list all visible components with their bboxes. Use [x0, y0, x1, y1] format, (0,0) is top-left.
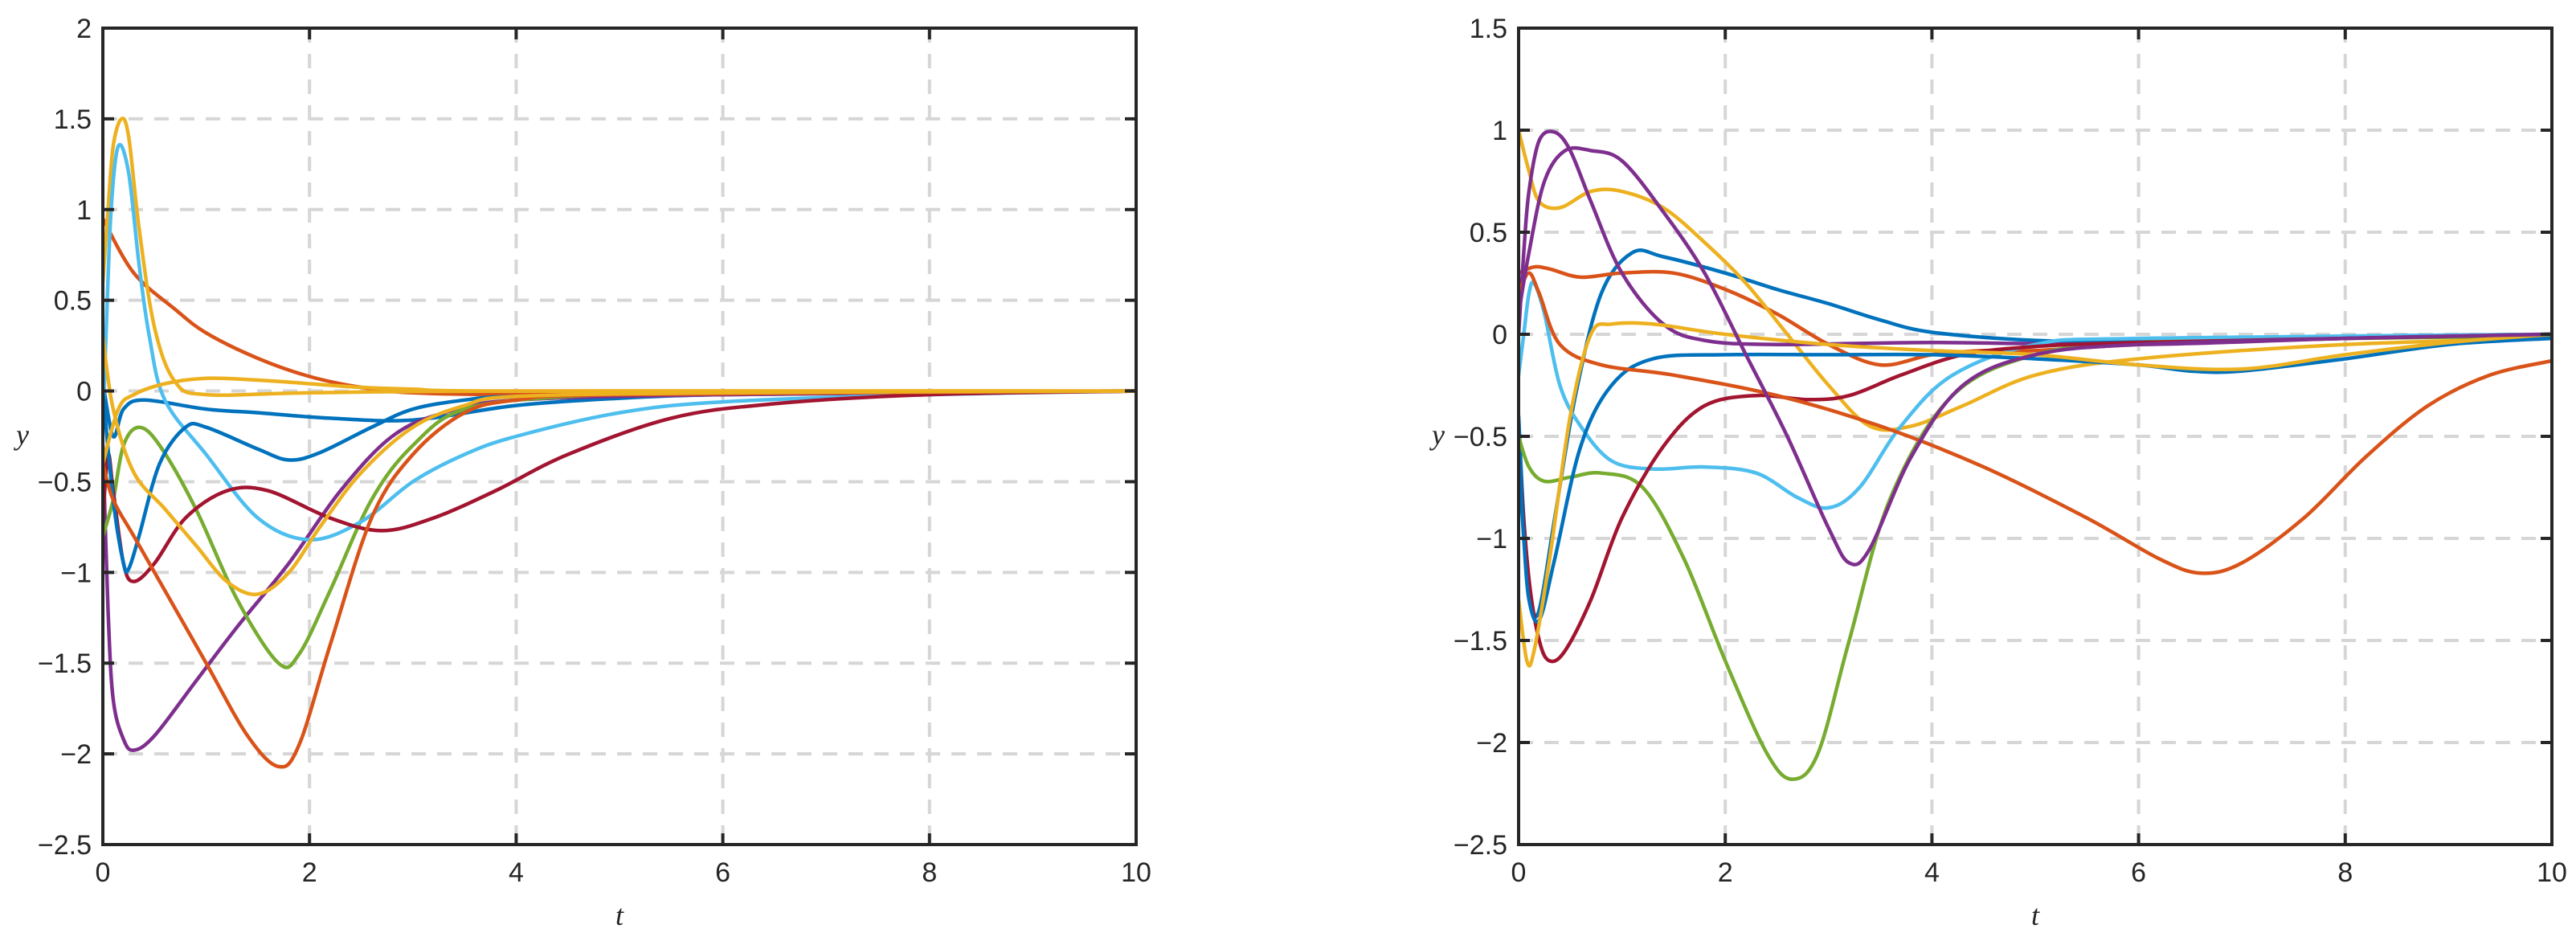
axes-frame [101, 27, 1138, 846]
y-tick-label: −2.5 [38, 830, 92, 861]
y-tick-label: 0 [1492, 320, 1507, 350]
y-tick-label: 1 [76, 195, 92, 226]
y-tick-label: 0.5 [1470, 218, 1507, 248]
series-line-9 [1519, 271, 2552, 575]
y-tick-label: 1 [1492, 116, 1507, 146]
series-line-10 [103, 334, 1136, 596]
x-tick-label: 0 [1511, 857, 1527, 888]
x-tick-label: 6 [715, 857, 730, 888]
left-plot: 0 2 4 6 8 10 −2.5 −2 −1.5 −1 −0.5 0 0.5 1 1.5 2 t y [14, 14, 1151, 931]
series-line-6 [103, 142, 1136, 542]
y-tick-label: −0.5 [38, 467, 92, 497]
plot-area [103, 28, 1136, 845]
y-tick-label: 1.5 [1470, 14, 1507, 44]
y-tick-label: −2 [1476, 728, 1507, 759]
y-tick-label: −2 [60, 739, 92, 770]
y-tick-label: −1 [60, 558, 92, 588]
x-tick-label: 4 [1924, 857, 1940, 888]
x-tick-label: 10 [2537, 857, 2567, 888]
x-tick-label: 6 [2131, 857, 2146, 888]
x-tick-label: 10 [1121, 857, 1151, 888]
x-tick-label: 8 [2337, 857, 2353, 888]
y-axis-label: y [1429, 419, 1445, 451]
y-tick-label: 1.5 [54, 104, 92, 135]
series-group [1519, 128, 2552, 781]
y-tick-label: −1 [1476, 524, 1507, 554]
series-group [103, 117, 1136, 769]
series-line-3 [1519, 128, 2552, 432]
x-axis-label: t [615, 899, 624, 931]
y-tick-label: 0 [76, 377, 92, 407]
x-axis-label: t [2031, 899, 2040, 931]
y-tick-label: −2.5 [1454, 830, 1507, 861]
series-line-11 [1519, 145, 2552, 567]
y-tick-label: −0.5 [1454, 422, 1507, 452]
y-axis-label: y [14, 419, 29, 451]
y-tick-label: −1.5 [38, 648, 92, 679]
x-tick-label: 4 [509, 857, 524, 888]
y-tick-label: 2 [76, 14, 92, 44]
y-tick-label: −1.5 [1454, 626, 1507, 657]
y-tick-label: 0.5 [54, 286, 92, 317]
series-line-11 [103, 376, 1136, 466]
x-tick-label: 8 [922, 857, 937, 888]
right-plot: 0 2 4 6 8 10 −2.5 −2 −1.5 −1 −0.5 0 0.5 1 1.5 t y [1429, 14, 2567, 931]
series-line-10 [1519, 321, 2552, 668]
x-tick-label: 2 [302, 857, 317, 888]
x-tick-label: 0 [96, 857, 111, 888]
x-tick-label: 2 [1718, 857, 1733, 888]
series-line-1 [1519, 248, 2552, 619]
